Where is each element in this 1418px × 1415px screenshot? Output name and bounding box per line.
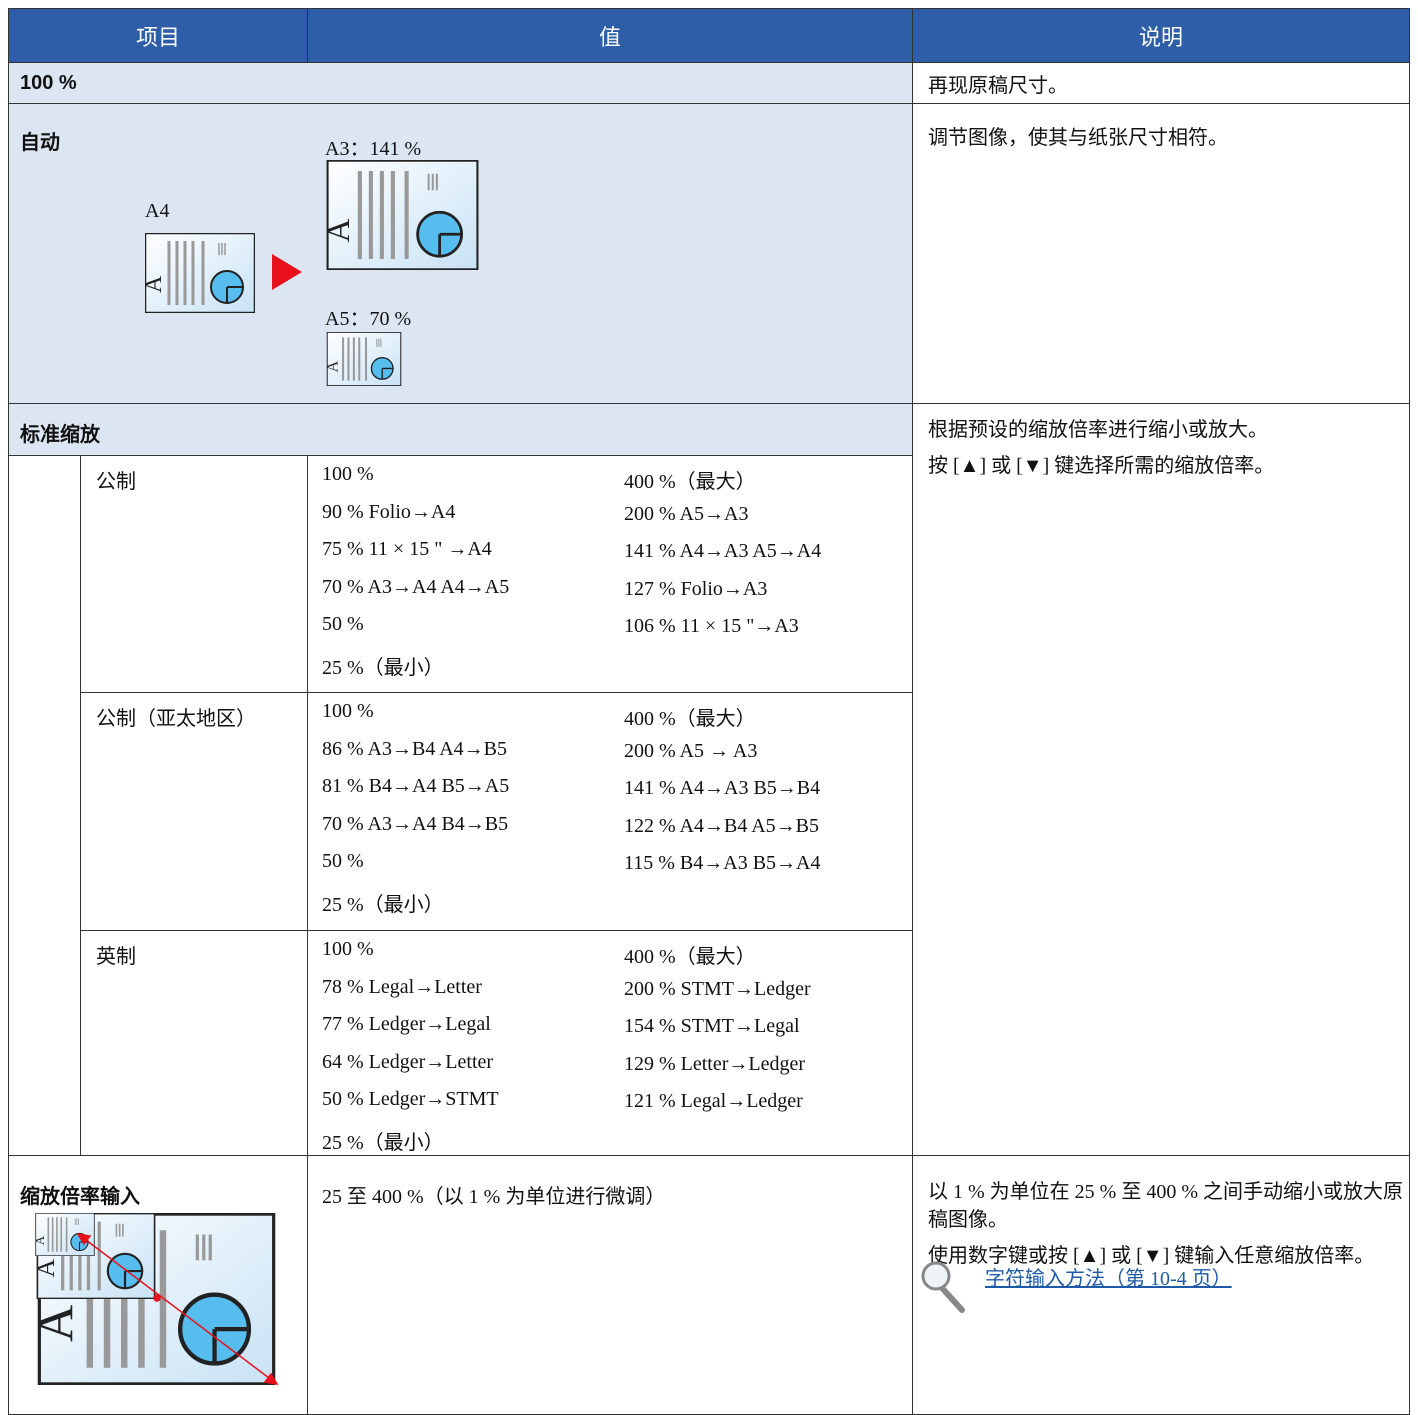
value-line: 106 % 11 × 15 "→A3	[624, 615, 799, 637]
sub-item-label: 公制（亚太地区）	[96, 708, 256, 730]
value-line: 100 %	[322, 463, 374, 485]
sub-item-label: 英制	[96, 946, 136, 968]
description-line: 根据预设的缩放倍率进行缩小或放大。	[928, 419, 1268, 441]
value-line: 400 %（最大）	[624, 708, 756, 730]
value-line: 100 %	[322, 938, 374, 960]
value-line: 25 %（最小）	[322, 1131, 444, 1154]
header-cell: 说明	[912, 8, 1410, 63]
figure-label: A3：141 %	[325, 138, 422, 160]
icon-a4	[145, 233, 255, 313]
cell	[307, 930, 913, 1156]
description: 再现原稿尺寸。	[928, 75, 1068, 97]
value-line: 121 % Legal→Ledger	[624, 1090, 803, 1112]
sub-item-label: 公制	[96, 471, 136, 493]
cell	[8, 403, 913, 456]
header-cell: 项目	[8, 8, 308, 63]
figure-label: A5：70 %	[325, 308, 412, 330]
value-line: 115 % B4→A3 B5→A4	[624, 852, 821, 874]
cell	[8, 455, 81, 1156]
description: 调节图像，使其与纸张尺寸相符。	[928, 127, 1228, 149]
item-label: 自动	[20, 132, 60, 154]
value-line: 75 % 11 × 15 " →A4	[322, 538, 492, 560]
value-line: 25 %（最小）	[322, 656, 444, 679]
value-line: 100 %	[322, 700, 374, 722]
value-line: 129 % Letter→Ledger	[624, 1052, 806, 1075]
icon-a5	[325, 332, 402, 386]
value-line: 70 % A3→A4 A4→A5	[322, 575, 510, 598]
description: 以 1 % 为单位在 25 % 至 400 % 之间手动缩小或放大原稿图像。 使…	[928, 1178, 1403, 1278]
value-line: 200 % A5→A3	[624, 502, 749, 525]
cell	[8, 62, 913, 104]
value-line: 64 % Ledger→Letter	[322, 1050, 494, 1073]
value-line: 50 % Ledger→STMT	[322, 1088, 499, 1110]
value-line: 200 % STMT→Ledger	[624, 977, 811, 1000]
value-line: 25 %（最小）	[322, 893, 444, 916]
value-line: 141 % A4→A3 A5→A4	[624, 540, 822, 562]
description-line: 按 [▲] 或 [▼] 键选择所需的缩放倍率。	[928, 455, 1275, 477]
value-line: 77 % Ledger→Legal	[322, 1013, 491, 1035]
arrow	[272, 254, 302, 290]
value-line: 200 % A5 → A3	[624, 739, 758, 762]
zoom-figure	[35, 1213, 279, 1386]
value-line: 86 % A3→B4 A4→B5	[322, 737, 508, 760]
header-cell: 值	[307, 8, 913, 63]
icon-a3	[325, 160, 480, 270]
value-line: 50 %	[322, 850, 364, 872]
magnifier-icon	[921, 1261, 965, 1313]
value-line: 78 % Legal→Letter	[322, 975, 482, 998]
value-line: 400 %（最大）	[624, 946, 756, 968]
value-line: 141 % A4→A3 B5→B4	[624, 777, 821, 799]
figure-label: A4	[145, 200, 170, 222]
description-line: 以 1 % 为单位在 25 % 至 400 % 之间手动缩小或放大原稿图像。	[928, 1181, 1403, 1231]
value-line: 50 %	[322, 613, 364, 635]
value-line: 400 %（最大）	[624, 471, 756, 493]
item-label: 缩放倍率输入	[20, 1186, 140, 1208]
item-label: 标准缩放	[20, 424, 100, 446]
value-line: 90 % Folio→A4	[322, 500, 456, 523]
description: 根据预设的缩放倍率进行缩小或放大。 按 [▲] 或 [▼] 键选择所需的缩放倍率…	[928, 416, 1403, 488]
item-label: 100 %	[20, 72, 77, 94]
value-line: 122 % A4→B4 A5→B5	[624, 814, 820, 837]
cell	[912, 403, 1410, 1156]
link[interactable]: 字符输入方法（第 10-4 页）	[985, 1268, 1232, 1290]
value-line: 127 % Folio→A3	[624, 577, 768, 600]
value-line: 70 % A3→A4 B4→B5	[322, 812, 509, 835]
value-line: 154 % STMT→Legal	[624, 1015, 800, 1037]
value-text: 25 至 400 %（以 1 % 为单位进行微调）	[322, 1186, 666, 1208]
value-line: 81 % B4→A4 B5→A5	[322, 775, 510, 797]
description-line: 使用数字键或按 [▲] 或 [▼] 键输入任意缩放倍率。	[928, 1245, 1375, 1267]
